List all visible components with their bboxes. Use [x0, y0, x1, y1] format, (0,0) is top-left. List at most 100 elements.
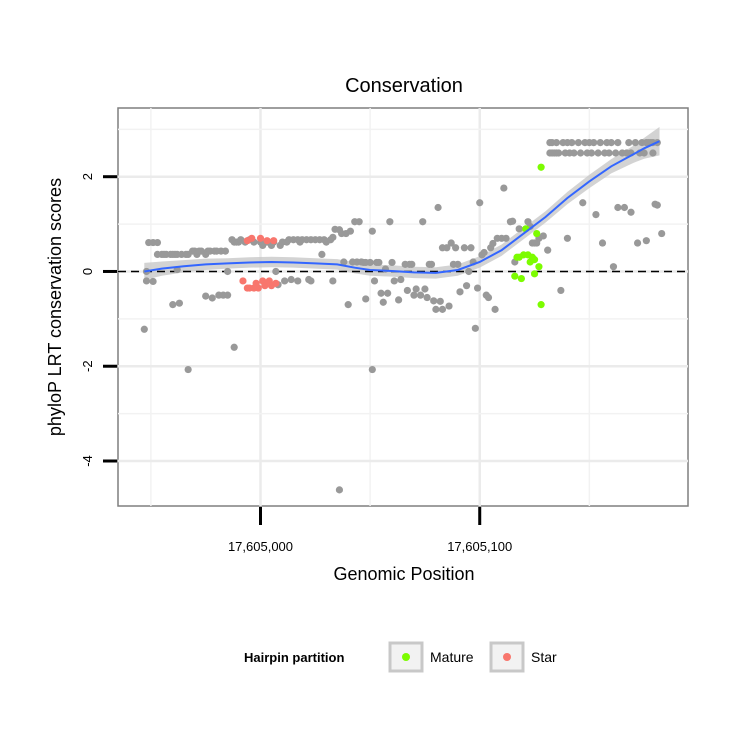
data-point-other [476, 199, 484, 207]
data-point-other [500, 184, 508, 192]
data-point-mature [530, 256, 539, 264]
data-point-other [614, 138, 622, 147]
data-point-other [443, 244, 451, 252]
data-point-other [612, 149, 620, 157]
data-point-other [609, 263, 618, 271]
data-point-other [598, 239, 607, 247]
chart-title: Conservation [345, 75, 463, 97]
data-point-other [377, 289, 385, 297]
data-point-other [224, 267, 232, 276]
data-point-mature [537, 301, 545, 309]
data-point-other [346, 227, 354, 235]
data-point-other [552, 138, 561, 147]
data-point-mature [530, 270, 539, 278]
data-point-other [640, 149, 648, 157]
data-point-other [344, 301, 352, 309]
data-point-other [544, 246, 552, 254]
data-point-other [355, 218, 363, 226]
data-point-other [140, 325, 148, 333]
data-point-other [462, 282, 471, 290]
data-point-other [149, 277, 157, 286]
data-point-other [340, 258, 348, 266]
data-point-other [366, 258, 374, 267]
legend-label-mature: Mature [430, 649, 474, 665]
data-point-other [570, 149, 578, 157]
data-point-other [436, 297, 444, 305]
data-point-other [627, 208, 635, 216]
data-point-other [307, 277, 315, 285]
data-point-other [370, 277, 379, 285]
data-point-star [272, 279, 280, 287]
data-point-other [230, 343, 238, 351]
data-point-other [607, 138, 615, 147]
legend-marker-mature [402, 653, 410, 661]
data-point-other [563, 234, 572, 242]
data-point-other [456, 288, 464, 296]
data-point-other [471, 324, 479, 332]
data-point-star [263, 237, 271, 245]
y-tick-label: 0 [80, 268, 95, 275]
data-point-other [467, 244, 475, 252]
legend-marker-star [503, 653, 511, 661]
x-axis-title: Genomic Position [333, 564, 474, 584]
data-point-other [318, 250, 326, 259]
data-point-mature [533, 229, 541, 238]
legend-key-mature [388, 641, 424, 673]
scatter-points [140, 138, 666, 494]
data-point-other [515, 225, 523, 233]
data-point-other [169, 301, 177, 309]
data-point-other [620, 203, 629, 212]
data-point-star [239, 277, 247, 285]
data-point-star [270, 237, 278, 245]
legend-title: Hairpin partition [244, 650, 344, 665]
data-point-other [447, 239, 455, 247]
data-point-other [408, 260, 416, 268]
data-point-other [568, 138, 576, 147]
legend: Hairpin partition Mature Star [244, 641, 557, 673]
smooth-trend-line [144, 140, 660, 274]
data-point-star [248, 234, 256, 242]
data-point-other [438, 305, 447, 313]
data-point-star [261, 282, 269, 290]
data-point-other [454, 260, 462, 268]
data-point-other [395, 296, 403, 304]
data-point-other [224, 291, 232, 299]
data-point-other [592, 211, 600, 219]
data-point-other [539, 232, 547, 240]
data-point-other [460, 244, 468, 252]
data-point-other [434, 203, 442, 212]
data-point-other [184, 365, 192, 374]
data-point-other [614, 203, 622, 212]
data-point-other [633, 239, 642, 247]
data-point-other [465, 267, 473, 276]
data-point-mature [511, 272, 519, 280]
data-point-other [649, 149, 657, 157]
y-axis: 2 0 -2 -4 [80, 173, 117, 467]
data-point-other [473, 284, 482, 292]
data-point-other [445, 302, 453, 310]
data-point-other [175, 299, 183, 307]
y-tick-label: -2 [80, 360, 95, 372]
data-point-other [390, 277, 398, 285]
y-axis-title: phyloP LRT conservation scores [45, 178, 65, 436]
data-point-mature [535, 263, 543, 271]
data-point-other [596, 138, 604, 147]
data-point-other [335, 486, 344, 494]
data-point-other [142, 277, 151, 285]
data-point-other [386, 218, 394, 226]
data-point-other [430, 297, 438, 305]
data-point-other [452, 244, 460, 252]
data-point-other [423, 293, 431, 302]
data-point-other [557, 286, 565, 295]
data-point-other [281, 277, 289, 285]
data-point-other [489, 239, 497, 248]
data-point-other [509, 217, 517, 225]
data-point-other [202, 292, 210, 300]
data-point-other [590, 138, 598, 147]
data-point-other [658, 229, 666, 238]
data-point-other [631, 138, 639, 147]
data-point-other [642, 237, 650, 245]
data-point-other [153, 238, 162, 247]
data-point-other [576, 149, 585, 157]
